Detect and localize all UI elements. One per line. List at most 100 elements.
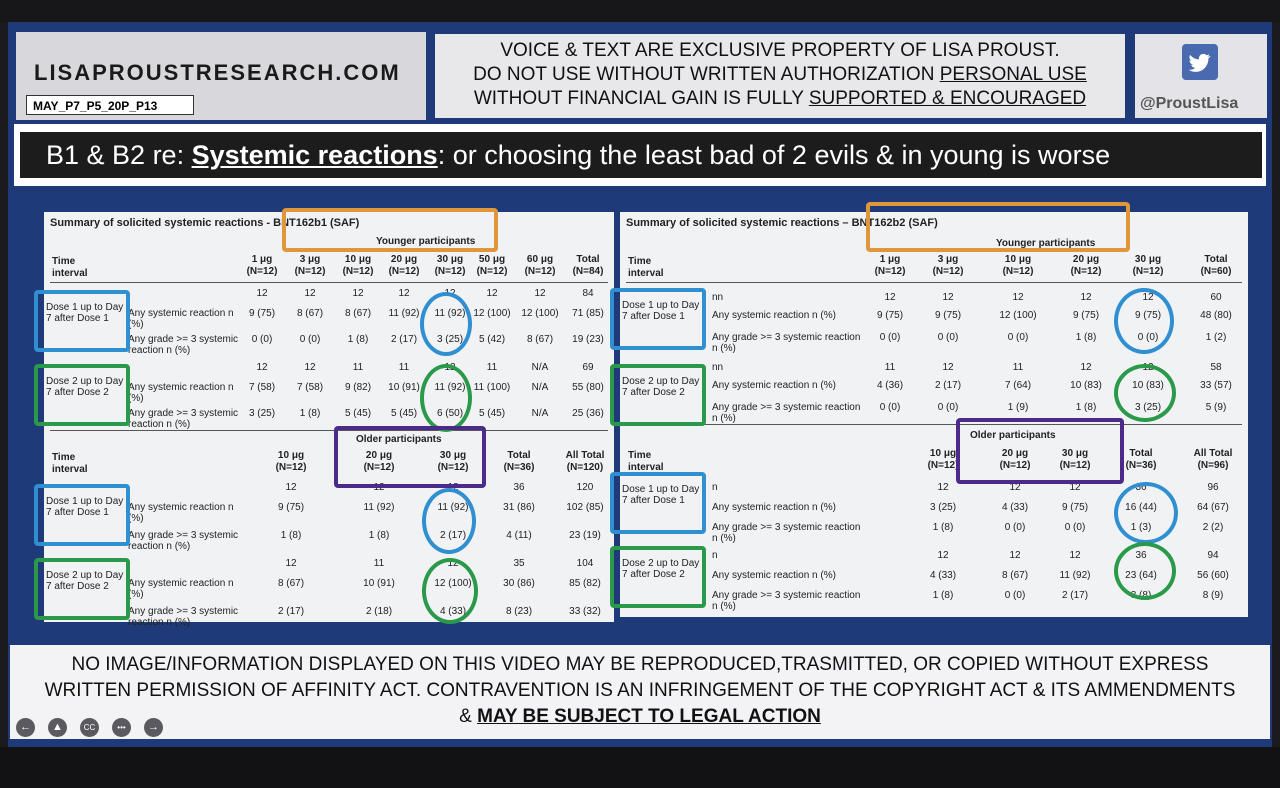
- site-logo: LISAPROUSTRESEARCH.COM: [34, 60, 401, 85]
- table-cell: 12: [256, 362, 268, 373]
- forward-icon[interactable]: →: [144, 718, 163, 737]
- table-cell: 1 (8): [347, 334, 369, 345]
- table-cell: 3 (25): [929, 502, 957, 513]
- table-cell: 12: [285, 482, 297, 493]
- table-cell: 10 (91): [363, 578, 395, 589]
- young-col-header: 60 μg (N=12): [524, 254, 556, 277]
- time-interval-label: Time interval: [52, 452, 88, 475]
- notice-line-2a: DO NOT USE WITHOUT WRITTEN AUTHORIZATION: [473, 64, 940, 85]
- table-cell: 35: [513, 558, 525, 569]
- more-icon[interactable]: •••: [112, 718, 131, 737]
- table-cell: 1 (9): [1007, 402, 1029, 413]
- table-cell: 23 (19): [569, 530, 601, 541]
- legal-action-text: MAY BE SUBJECT TO LEGAL ACTION: [477, 706, 821, 727]
- bottom-bezel: [0, 747, 1280, 788]
- table-cell: 12 (100): [999, 310, 1037, 321]
- table-cell: 60: [1210, 292, 1222, 303]
- table-cell: 8 (67): [277, 578, 305, 589]
- table-cell: 11: [884, 362, 896, 373]
- table-cell: 33 (57): [1200, 380, 1232, 391]
- row-label: nn: [712, 292, 724, 303]
- video-code: MAY_P7_P5_20P_P13: [26, 95, 194, 115]
- old-col-header: Total (N=36): [503, 450, 535, 473]
- product-highlight-box: [282, 208, 498, 252]
- row-label: Any systemic reaction n (%): [712, 502, 836, 513]
- table-cell: 5 (45): [390, 408, 418, 419]
- old-col-header: 10 μg (N=12): [275, 450, 307, 473]
- slide-title: B1 & B2 re: Systemic reactions: or choos…: [20, 132, 1262, 178]
- table-cell: 36: [513, 482, 525, 493]
- table-cell: N/A: [531, 408, 549, 419]
- table-cell: 11: [398, 362, 410, 373]
- table-cell: 0 (0): [1007, 332, 1029, 343]
- table-cell: 12: [534, 288, 546, 299]
- row-label: Any grade >= 3 systemic reaction n (%): [128, 408, 239, 430]
- table-cell: 5 (45): [344, 408, 372, 419]
- dose-highlight-box: [610, 288, 706, 350]
- young-col-header: Total (N=60): [1200, 254, 1232, 277]
- table-cell: 0 (0): [937, 332, 959, 343]
- notice-line-2: DO NOT USE WITHOUT WRITTEN AUTHORIZATION…: [435, 63, 1125, 87]
- dose-label: Dose 1 up to Day 7 after Dose 1: [622, 484, 700, 506]
- title-emphasis: Systemic reactions: [191, 140, 438, 170]
- section-rule: [50, 430, 608, 431]
- time-interval-label: Time interval: [628, 450, 664, 473]
- table-cell: 94: [1207, 550, 1219, 561]
- table-cell: 12: [942, 292, 954, 303]
- table-cell: 9 (82): [344, 382, 372, 393]
- table-cell: 1 (8): [1075, 332, 1097, 343]
- old-col-header: 30 μg (N=12): [437, 450, 469, 473]
- table-cell: 8 (67): [1001, 570, 1029, 581]
- table-cell: 2 (2): [1202, 522, 1224, 533]
- table-cell: 12 (100): [521, 308, 559, 319]
- table-cell: 12: [937, 482, 949, 493]
- product-highlight-box: [866, 202, 1130, 252]
- title-prefix: B1 & B2 re:: [46, 140, 192, 170]
- header-rule: [50, 282, 608, 283]
- table-cell: 9 (75): [248, 308, 276, 319]
- table-cell: 12: [884, 292, 896, 303]
- triangle-icon[interactable]: ▲: [48, 718, 67, 737]
- table-cell: 4 (33): [1001, 502, 1029, 513]
- row-label: Any grade >= 3 systemic reaction n (%): [712, 590, 861, 612]
- row-label: nn: [712, 362, 724, 373]
- table-cell: 12: [285, 558, 297, 569]
- table-cell: 4 (36): [876, 380, 904, 391]
- table-cell: 1 (8): [1075, 402, 1097, 413]
- table-cell: 12: [486, 288, 498, 299]
- table-cell: 11 (100): [473, 382, 511, 393]
- table-cell: 10 (91): [388, 382, 420, 393]
- highlight-ring: [1114, 542, 1176, 600]
- twitter-icon: [1182, 44, 1218, 80]
- row-label: Any systemic reaction n (%): [128, 308, 234, 330]
- table-cell: 2 (17): [390, 334, 418, 345]
- back-icon[interactable]: ←: [16, 718, 35, 737]
- old-col-header: All Total (N=120): [565, 450, 605, 473]
- cc-icon[interactable]: CC: [80, 718, 99, 737]
- old-col-header: 20 μg (N=12): [999, 448, 1031, 471]
- dose-label: Dose 2 up to Day 7 after Dose 2: [46, 570, 124, 592]
- younger-label: Younger participants: [996, 238, 1096, 249]
- dose-highlight-box: [610, 364, 706, 426]
- table-cell: 5 (42): [478, 334, 506, 345]
- table-cell: 31 (86): [503, 502, 535, 513]
- table-cell: 1 (8): [368, 530, 390, 541]
- highlight-ring: [1114, 482, 1178, 544]
- young-col-header: 3 μg (N=12): [294, 254, 326, 277]
- table-cell: 2 (18): [365, 606, 393, 617]
- table-cell: 12: [1009, 550, 1021, 561]
- table-cell: 69: [582, 362, 594, 373]
- old-col-header: 30 μg (N=12): [1059, 448, 1091, 471]
- table-cell: 1 (8): [299, 408, 321, 419]
- dose-highlight-box: [34, 290, 130, 352]
- table-cell: 5 (45): [478, 408, 506, 419]
- table-cell: 10 (83): [1070, 380, 1102, 391]
- table-cell: 12: [1080, 362, 1092, 373]
- table-cell: 9 (75): [277, 502, 305, 513]
- notice-line-1: VOICE & TEXT ARE EXCLUSIVE PROPERTY OF L…: [500, 40, 1060, 61]
- table-cell: 12: [1012, 292, 1024, 303]
- table-cell: 33 (32): [569, 606, 601, 617]
- table-cell: 9 (75): [1061, 502, 1089, 513]
- row-label: Any grade >= 3 systemic reaction n (%): [128, 606, 239, 628]
- table-cell: 56 (60): [1197, 570, 1229, 581]
